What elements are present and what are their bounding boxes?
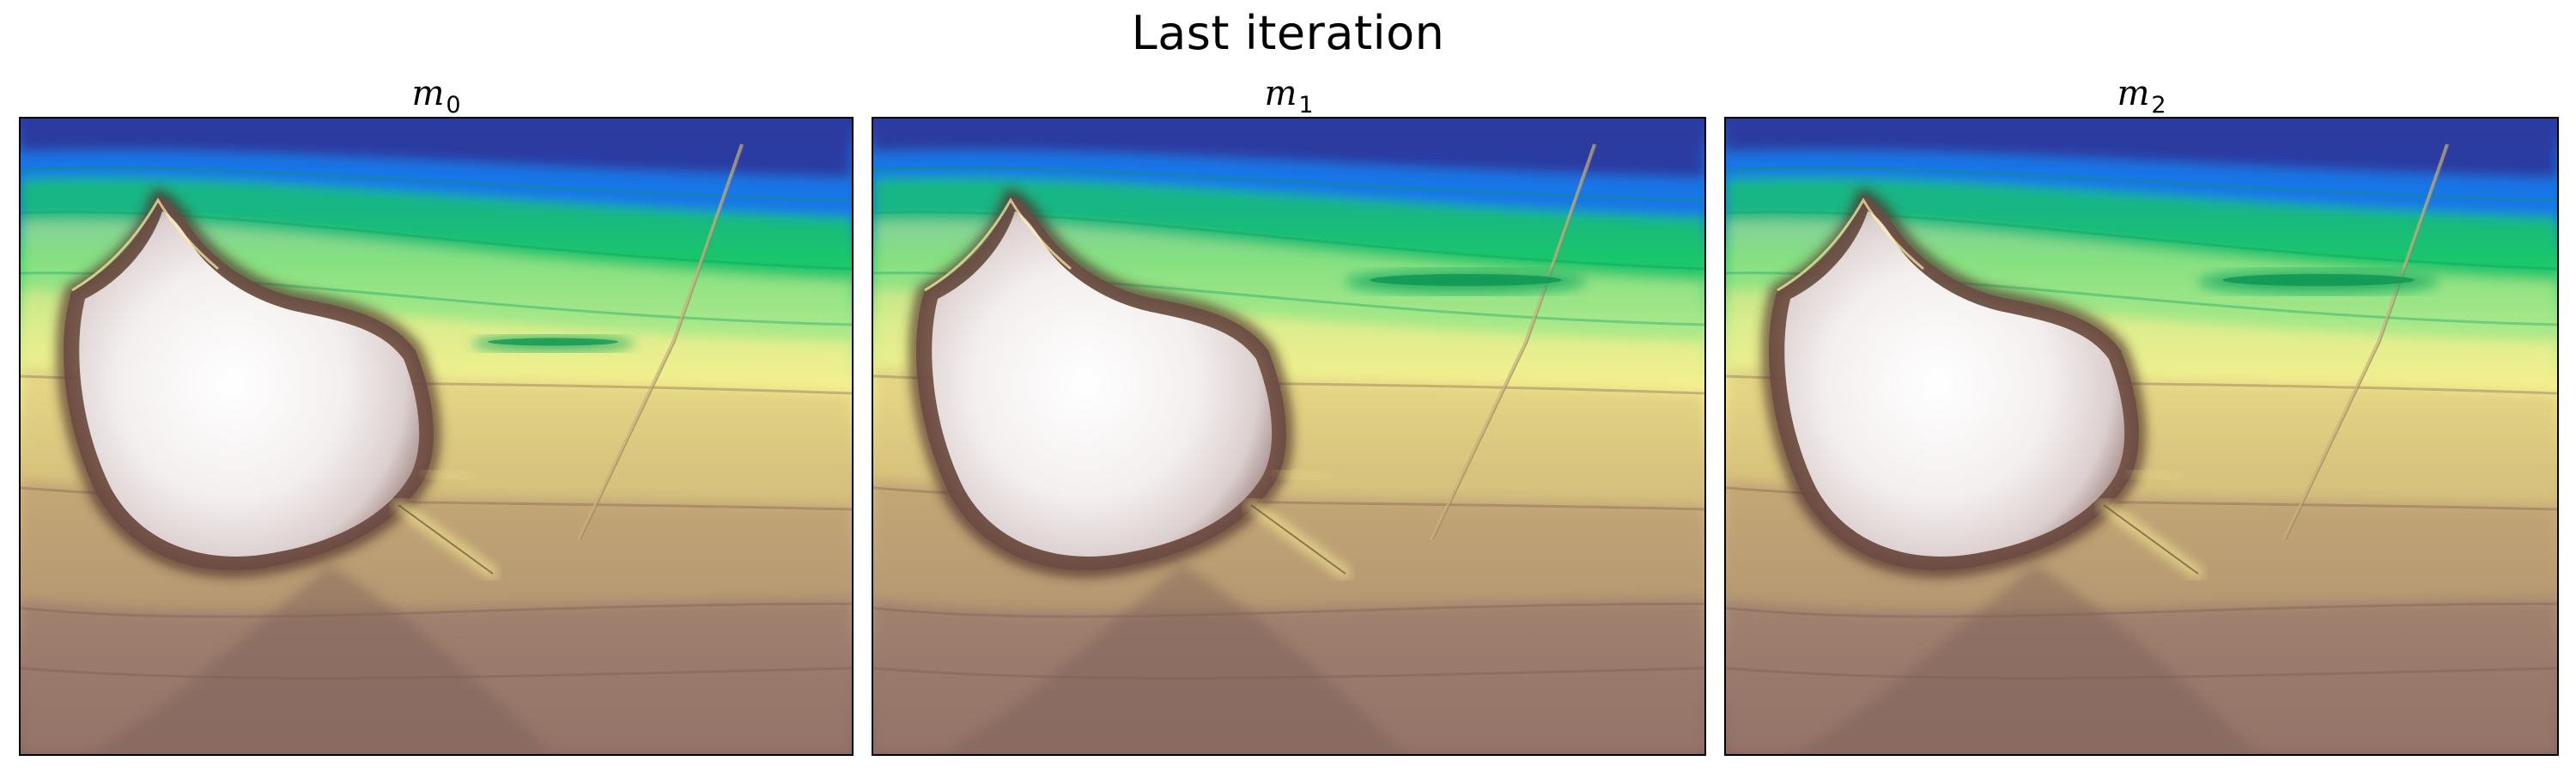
- velocity-model-image-m2: [1724, 117, 2559, 756]
- panel-title-m1: m1: [1264, 74, 1314, 119]
- panel-title-m0: m0: [411, 74, 461, 119]
- velocity-model-image-m0: [19, 117, 854, 756]
- figure-title: Last iteration: [1131, 6, 1445, 60]
- panel-title-m2: m2: [2117, 74, 2166, 119]
- velocity-model-image-m1: [872, 117, 1706, 756]
